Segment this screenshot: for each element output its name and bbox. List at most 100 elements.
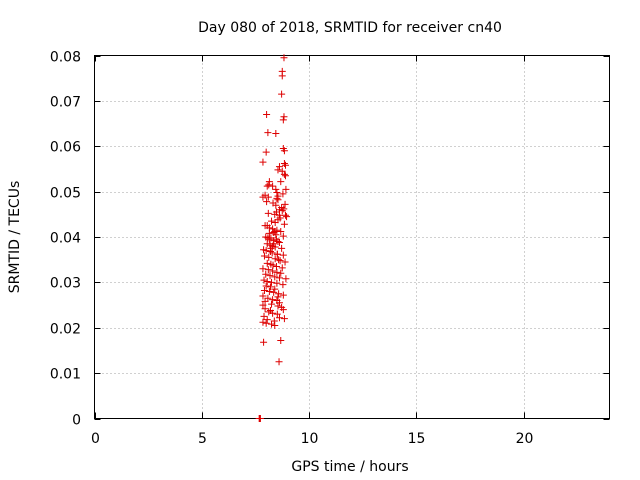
data-point [262,247,270,255]
axis-ticks [94,55,610,420]
data-point [261,297,269,305]
data-point [281,161,289,169]
data-point [271,218,279,226]
data-point [274,196,282,204]
data-point [265,287,273,295]
data-point [279,306,287,314]
y-tick-label: 0.03 [50,276,81,292]
x-tick-labels: 0 5 10 15 20 [91,431,533,447]
data-point [267,244,275,252]
data-point [271,285,279,293]
data-point [277,178,285,186]
data-point [271,243,279,251]
data-point [278,264,286,272]
data-point [269,296,277,304]
data-point [280,147,288,155]
data-point [275,290,283,298]
data-point [280,220,288,228]
data-point [269,309,277,317]
data-point [283,213,291,221]
data-point [259,301,267,309]
data-point [271,210,279,218]
data-point [274,302,282,310]
y-tick-label: 0.04 [50,231,81,247]
data-point [265,308,273,316]
data-point [279,190,287,198]
y-tick-label: 0.06 [50,140,81,156]
data-point [260,276,268,284]
data-point [272,185,280,193]
data-point [262,270,270,278]
data-point [275,299,283,307]
data-point [280,315,288,323]
data-point [260,312,268,320]
data-point [282,275,290,283]
data-point [259,265,267,273]
data-point [273,268,281,276]
data-point [277,228,285,236]
data-point [279,232,287,240]
data-point [269,267,277,275]
data-point [280,54,288,62]
data-point [279,116,287,124]
data-point [259,318,267,326]
x-tick-label: 20 [516,431,534,447]
y-tick-label: 0.07 [50,95,81,111]
data-point [263,259,271,267]
data-point [270,288,278,296]
data-point [271,273,279,281]
data-point [272,201,280,209]
data-point [272,262,280,270]
data-point [277,269,285,277]
data-point [281,172,289,180]
data-point [263,277,271,285]
data-point [265,253,273,261]
x-tick-label: 15 [408,431,426,447]
data-point [266,283,274,291]
data-point [268,300,276,308]
data-point [282,185,290,193]
data-point [265,178,273,186]
data-point [278,90,286,98]
data-point [277,336,285,344]
data-point [268,320,276,328]
y-tick-label: 0.05 [50,186,81,202]
data-point [280,159,288,167]
data-point [275,238,283,246]
data-point [271,255,279,263]
data-point [274,166,282,174]
data-point [259,193,267,201]
data-point [273,189,281,197]
data-point [275,256,283,264]
data-point [273,279,281,287]
data-point [279,281,287,289]
data-point [260,287,268,295]
chart-title: Day 080 of 2018, SRMTID for receiver cn4… [198,20,502,36]
data-point [273,310,281,318]
data-point [272,231,280,239]
data-point [273,250,281,258]
y-tick-label: 0.02 [50,322,81,338]
data-point [260,338,268,346]
data-point [259,292,267,300]
data-point [269,182,277,190]
plot-frame [94,55,610,419]
data-point [263,198,271,206]
data-point [262,282,270,290]
data-point [280,170,288,178]
grid [94,55,610,419]
y-tick-label: 0 [72,413,81,429]
data-point [275,358,283,366]
data-point [268,278,276,286]
data-point [269,261,277,269]
data-point [263,316,271,324]
data-point [268,217,276,225]
data-point [278,207,286,215]
data-point [265,229,273,237]
data-points [255,54,291,422]
data-point [281,211,289,219]
data-point [275,314,283,322]
y-tick-label: 0.01 [50,367,81,383]
y-tick-labels: 0 0.01 0.02 0.03 0.04 0.05 0.06 0.07 0.08 [50,50,81,429]
